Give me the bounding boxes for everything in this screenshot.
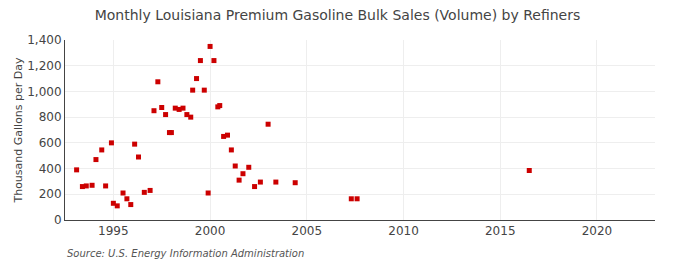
svg-text:0: 0 <box>54 213 62 227</box>
svg-text:Thousand Gallons per Day: Thousand Gallons per Day <box>12 57 25 204</box>
svg-text:2020: 2020 <box>582 224 613 238</box>
svg-text:1995: 1995 <box>98 224 129 238</box>
svg-text:2015: 2015 <box>485 224 516 238</box>
svg-text:800: 800 <box>39 110 62 124</box>
svg-text:600: 600 <box>39 136 62 150</box>
svg-text:Monthly Louisiana Premium Gaso: Monthly Louisiana Premium Gasoline Bulk … <box>95 7 581 23</box>
svg-text:1,200: 1,200 <box>27 59 61 73</box>
svg-text:2005: 2005 <box>292 224 323 238</box>
svg-text:1,400: 1,400 <box>27 33 61 47</box>
svg-text:400: 400 <box>39 162 62 176</box>
svg-text:2000: 2000 <box>195 224 226 238</box>
svg-text:200: 200 <box>39 187 62 201</box>
svg-text:Source: U.S. Energy Informatio: Source: U.S. Energy Information Administ… <box>67 248 304 259</box>
svg-text:1,000: 1,000 <box>27 85 61 99</box>
svg-text:2010: 2010 <box>388 224 419 238</box>
